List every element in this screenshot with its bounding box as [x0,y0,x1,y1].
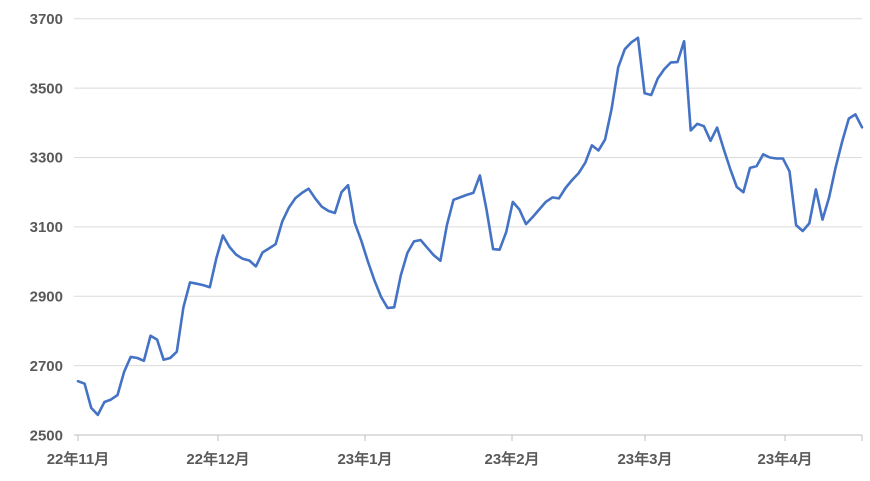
x-axis-label: 22年12月 [186,450,249,468]
y-axis-label: 3700 [30,11,63,28]
y-axis-label: 2500 [30,427,63,444]
y-axis-label: 3300 [30,150,63,167]
y-axis-label: 2700 [30,358,63,375]
x-axis-label: 23年2月 [485,450,540,468]
x-axis-label: 23年4月 [758,450,813,468]
y-axis-label: 3100 [30,219,63,236]
y-axis-label: 2900 [30,288,63,305]
y-axis-label: 3500 [30,80,63,97]
x-axis-label: 23年1月 [337,450,392,468]
data-series-line [76,36,864,417]
x-axis-label: 22年11月 [47,450,110,468]
x-axis-label: 23年3月 [617,450,672,468]
